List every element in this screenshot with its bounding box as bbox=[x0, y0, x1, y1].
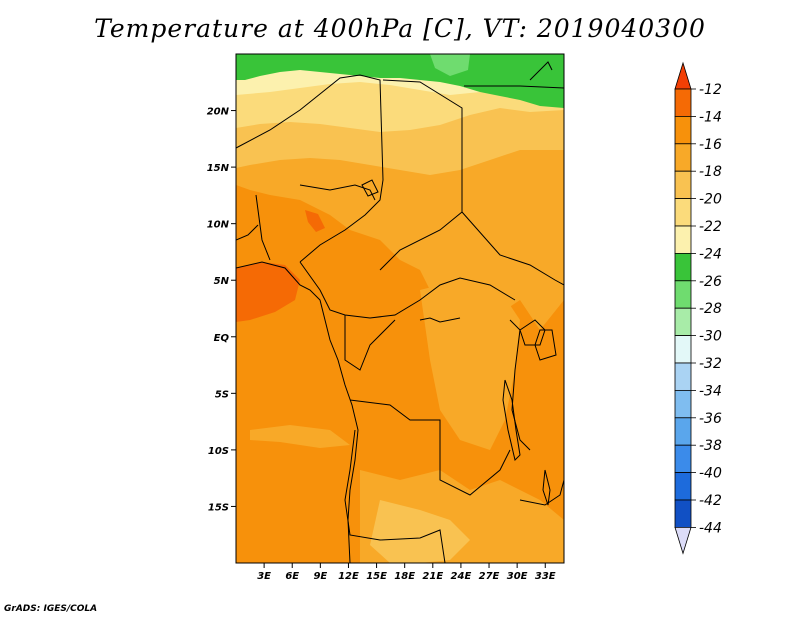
lon-tick-label: 3E bbox=[257, 571, 271, 582]
colorbar-swatch bbox=[674, 88, 692, 117]
colorbar-swatch bbox=[674, 170, 692, 199]
border-segment bbox=[344, 429, 446, 563]
border-segment bbox=[236, 74, 384, 263]
colorbar-swatch bbox=[674, 307, 692, 337]
colorbar-label: -38 bbox=[699, 438, 722, 454]
colorbar-label: -40 bbox=[699, 466, 722, 482]
lon-tick-label: 12E bbox=[338, 571, 359, 582]
lat-tick-label: 5S bbox=[215, 389, 229, 400]
lake-malawi bbox=[542, 469, 551, 506]
colorbar-label: -20 bbox=[699, 192, 722, 208]
colorbar-label: -12 bbox=[699, 82, 722, 98]
colorbar-label: -32 bbox=[699, 356, 722, 372]
colorbar-label: -14 bbox=[699, 109, 722, 125]
border-segment bbox=[461, 211, 564, 286]
latitude-axis: 20N 15N 10N 5N EQ 5S 10S 15S bbox=[207, 107, 236, 513]
colorbar-label: -42 bbox=[699, 493, 722, 509]
border-segment bbox=[509, 319, 531, 451]
red-sea-coast bbox=[529, 61, 553, 81]
lon-tick-label: 30E bbox=[507, 571, 528, 582]
field-band-minus16-strip bbox=[250, 425, 350, 448]
colorbar-swatch bbox=[674, 335, 692, 364]
colorbar-swatch bbox=[674, 198, 692, 227]
lat-tick-label: 15S bbox=[208, 502, 229, 513]
lon-tick-label: 33E bbox=[535, 571, 556, 582]
coastline bbox=[236, 261, 359, 563]
colorbar-swatch bbox=[674, 417, 692, 446]
field-band-minus16-east bbox=[420, 280, 520, 450]
plot-frame bbox=[235, 53, 565, 564]
colorbar-label: -34 bbox=[699, 383, 722, 399]
lon-tick-label: 18E bbox=[394, 571, 415, 582]
border-segment bbox=[236, 224, 259, 241]
temperature-field bbox=[236, 54, 564, 563]
border-segment bbox=[344, 315, 396, 371]
map-title: Temperature at 400hPa [C], VT: 201904030… bbox=[94, 14, 706, 43]
colorbar-label: -44 bbox=[699, 520, 722, 536]
colorbar-swatch bbox=[674, 472, 692, 501]
lon-tick-label: 6E bbox=[285, 571, 299, 582]
border-segment bbox=[464, 85, 564, 89]
lat-tick-label: 10S bbox=[208, 446, 229, 457]
colorbar-label: -36 bbox=[699, 411, 722, 427]
colorbar-bottom-arrow bbox=[674, 527, 692, 555]
colorbar-label: -26 bbox=[699, 274, 722, 290]
lon-tick-label: 24E bbox=[451, 571, 472, 582]
colorbar-swatch bbox=[674, 389, 692, 419]
colorbar-label: -30 bbox=[699, 329, 722, 345]
field-band-minus12-spot bbox=[305, 210, 325, 232]
colorbar-swatch bbox=[674, 499, 692, 528]
lon-tick-label: 9E bbox=[313, 571, 327, 582]
field-band-minus18-south bbox=[370, 500, 470, 563]
colorbar-swatch bbox=[674, 362, 692, 391]
field-band-minus24 bbox=[236, 54, 564, 108]
lat-tick-label: 15N bbox=[207, 163, 230, 174]
lat-tick-label: 20N bbox=[207, 107, 230, 118]
colorbar: -12 -14 -16 -18 -20 -22 -24 -26 -28 -30 -32 -34 -36 -… bbox=[674, 61, 722, 555]
colorbar-top-arrow bbox=[674, 61, 692, 90]
lat-tick-label: 5N bbox=[214, 276, 230, 287]
lake-victoria bbox=[519, 319, 546, 346]
lon-tick-label: 21E bbox=[422, 571, 443, 582]
border-segment bbox=[255, 194, 271, 261]
lon-tick-label: 15E bbox=[366, 571, 387, 582]
border-segment bbox=[299, 261, 516, 319]
lake-chad bbox=[361, 179, 379, 197]
border-segment bbox=[519, 479, 564, 506]
colorbar-label: -28 bbox=[699, 301, 722, 317]
longitude-axis: 3E 6E 9E 12E 15E 18E 21E 24E 27E 30E 33E bbox=[257, 563, 556, 582]
border-segment bbox=[299, 184, 376, 201]
colorbar-label: -22 bbox=[699, 219, 722, 235]
border-segment bbox=[534, 329, 557, 361]
field-band-minus12 bbox=[236, 262, 300, 322]
colorbar-label: -16 bbox=[699, 137, 722, 153]
colorbar-label: -24 bbox=[699, 246, 722, 262]
country-borders bbox=[236, 61, 564, 563]
colorbar-swatch bbox=[674, 252, 692, 282]
field-band-minus26 bbox=[430, 54, 470, 76]
colorbar-swatch bbox=[674, 444, 692, 474]
river-congo bbox=[419, 317, 461, 323]
border-segment bbox=[349, 399, 511, 496]
colorbar-swatch bbox=[674, 143, 692, 172]
lat-tick-label: EQ bbox=[214, 333, 230, 344]
lake-tanganyika bbox=[502, 379, 521, 461]
colorbar-swatch bbox=[674, 280, 692, 309]
colorbar-swatch bbox=[674, 225, 692, 254]
grads-credit: GrADS: IGES/COLA bbox=[4, 604, 98, 614]
colorbar-label: -18 bbox=[699, 164, 722, 180]
lon-tick-label: 27E bbox=[479, 571, 500, 582]
colorbar-swatch bbox=[674, 116, 692, 145]
lat-tick-label: 10N bbox=[207, 220, 230, 231]
